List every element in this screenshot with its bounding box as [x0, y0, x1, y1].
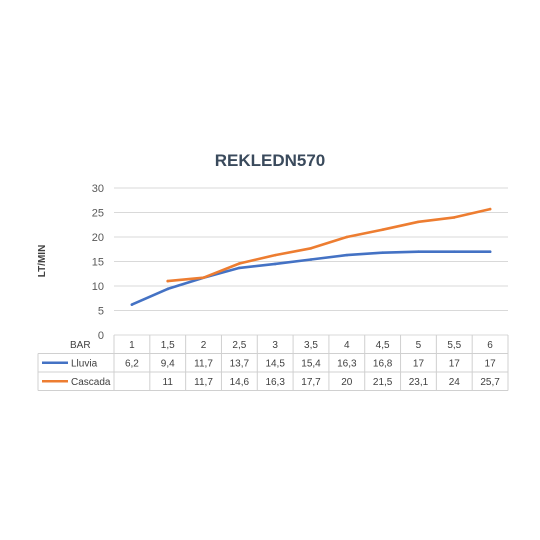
- data-cell: 25,7: [480, 377, 500, 388]
- data-cell: 23,1: [409, 377, 429, 388]
- data-point: [166, 279, 170, 283]
- data-cell: 13,7: [230, 359, 250, 370]
- data-cell: 15,4: [301, 359, 321, 370]
- data-point: [488, 250, 492, 253]
- data-point: [273, 262, 277, 266]
- y-axis-label: LT/MIN: [37, 245, 48, 278]
- x-tick-label: 4: [344, 340, 350, 351]
- data-cell: 17,7: [301, 377, 321, 388]
- data-point: [309, 258, 313, 261]
- x-tick-label: 6: [487, 340, 493, 351]
- data-cell: 17: [485, 359, 497, 370]
- x-tick-label: 5,5: [447, 340, 461, 351]
- data-cell: 16,3: [337, 359, 357, 370]
- data-cell: 17: [413, 359, 425, 370]
- legend-label: Lluvia: [71, 359, 98, 370]
- x-tick-label: 1,5: [161, 340, 175, 351]
- x-axis-label: BAR: [70, 340, 91, 351]
- x-tick-label: 2,5: [232, 340, 246, 351]
- x-tick-label: 2: [201, 340, 207, 351]
- data-cell: 20: [341, 377, 353, 388]
- series-line-cascada: [166, 207, 492, 283]
- x-tick-label: 3,5: [304, 340, 318, 351]
- x-tick-label: 4,5: [376, 340, 390, 351]
- y-tick-label: 30: [92, 183, 104, 195]
- y-tick-label: 10: [92, 281, 104, 293]
- data-point: [452, 216, 456, 219]
- data-cell: 6,2: [125, 359, 139, 370]
- data-cell: 11,7: [194, 359, 213, 370]
- data-point: [273, 253, 277, 257]
- chart-title: REKLEDN570: [215, 151, 326, 170]
- y-tick-label: 0: [98, 330, 104, 342]
- legend-label: Cascada: [71, 377, 111, 388]
- data-cell: 24: [449, 377, 461, 388]
- data-point: [488, 207, 492, 211]
- data-point: [309, 246, 313, 250]
- data-cell: 14,5: [265, 359, 285, 370]
- data-cell: 21,5: [373, 377, 393, 388]
- data-cell: 9,4: [161, 359, 175, 370]
- x-tick-label: 3: [272, 340, 278, 351]
- data-cell: 16,3: [265, 377, 285, 388]
- data-cell: 11,7: [194, 377, 213, 388]
- data-point: [345, 235, 349, 239]
- data-point: [417, 220, 420, 224]
- data-cell: 14,6: [230, 377, 250, 388]
- data-cell: 17: [449, 359, 461, 370]
- data-point: [345, 253, 349, 257]
- data-point: [238, 262, 241, 265]
- data-point: [381, 251, 384, 254]
- y-tick-label: 25: [92, 208, 104, 220]
- data-point: [202, 276, 205, 279]
- data-point: [130, 303, 134, 306]
- data-point: [381, 228, 384, 231]
- y-tick-label: 5: [98, 306, 104, 318]
- y-tick-label: 20: [92, 232, 104, 244]
- data-point: [238, 266, 241, 270]
- data-cell: 11: [163, 377, 174, 388]
- x-tick-label: 1: [129, 340, 135, 351]
- x-tick-label: 5: [416, 340, 422, 351]
- y-tick-label: 15: [92, 257, 104, 269]
- data-point: [166, 287, 170, 291]
- data-cell: 16,8: [373, 359, 393, 370]
- data-point: [452, 250, 456, 253]
- data-point: [417, 250, 420, 253]
